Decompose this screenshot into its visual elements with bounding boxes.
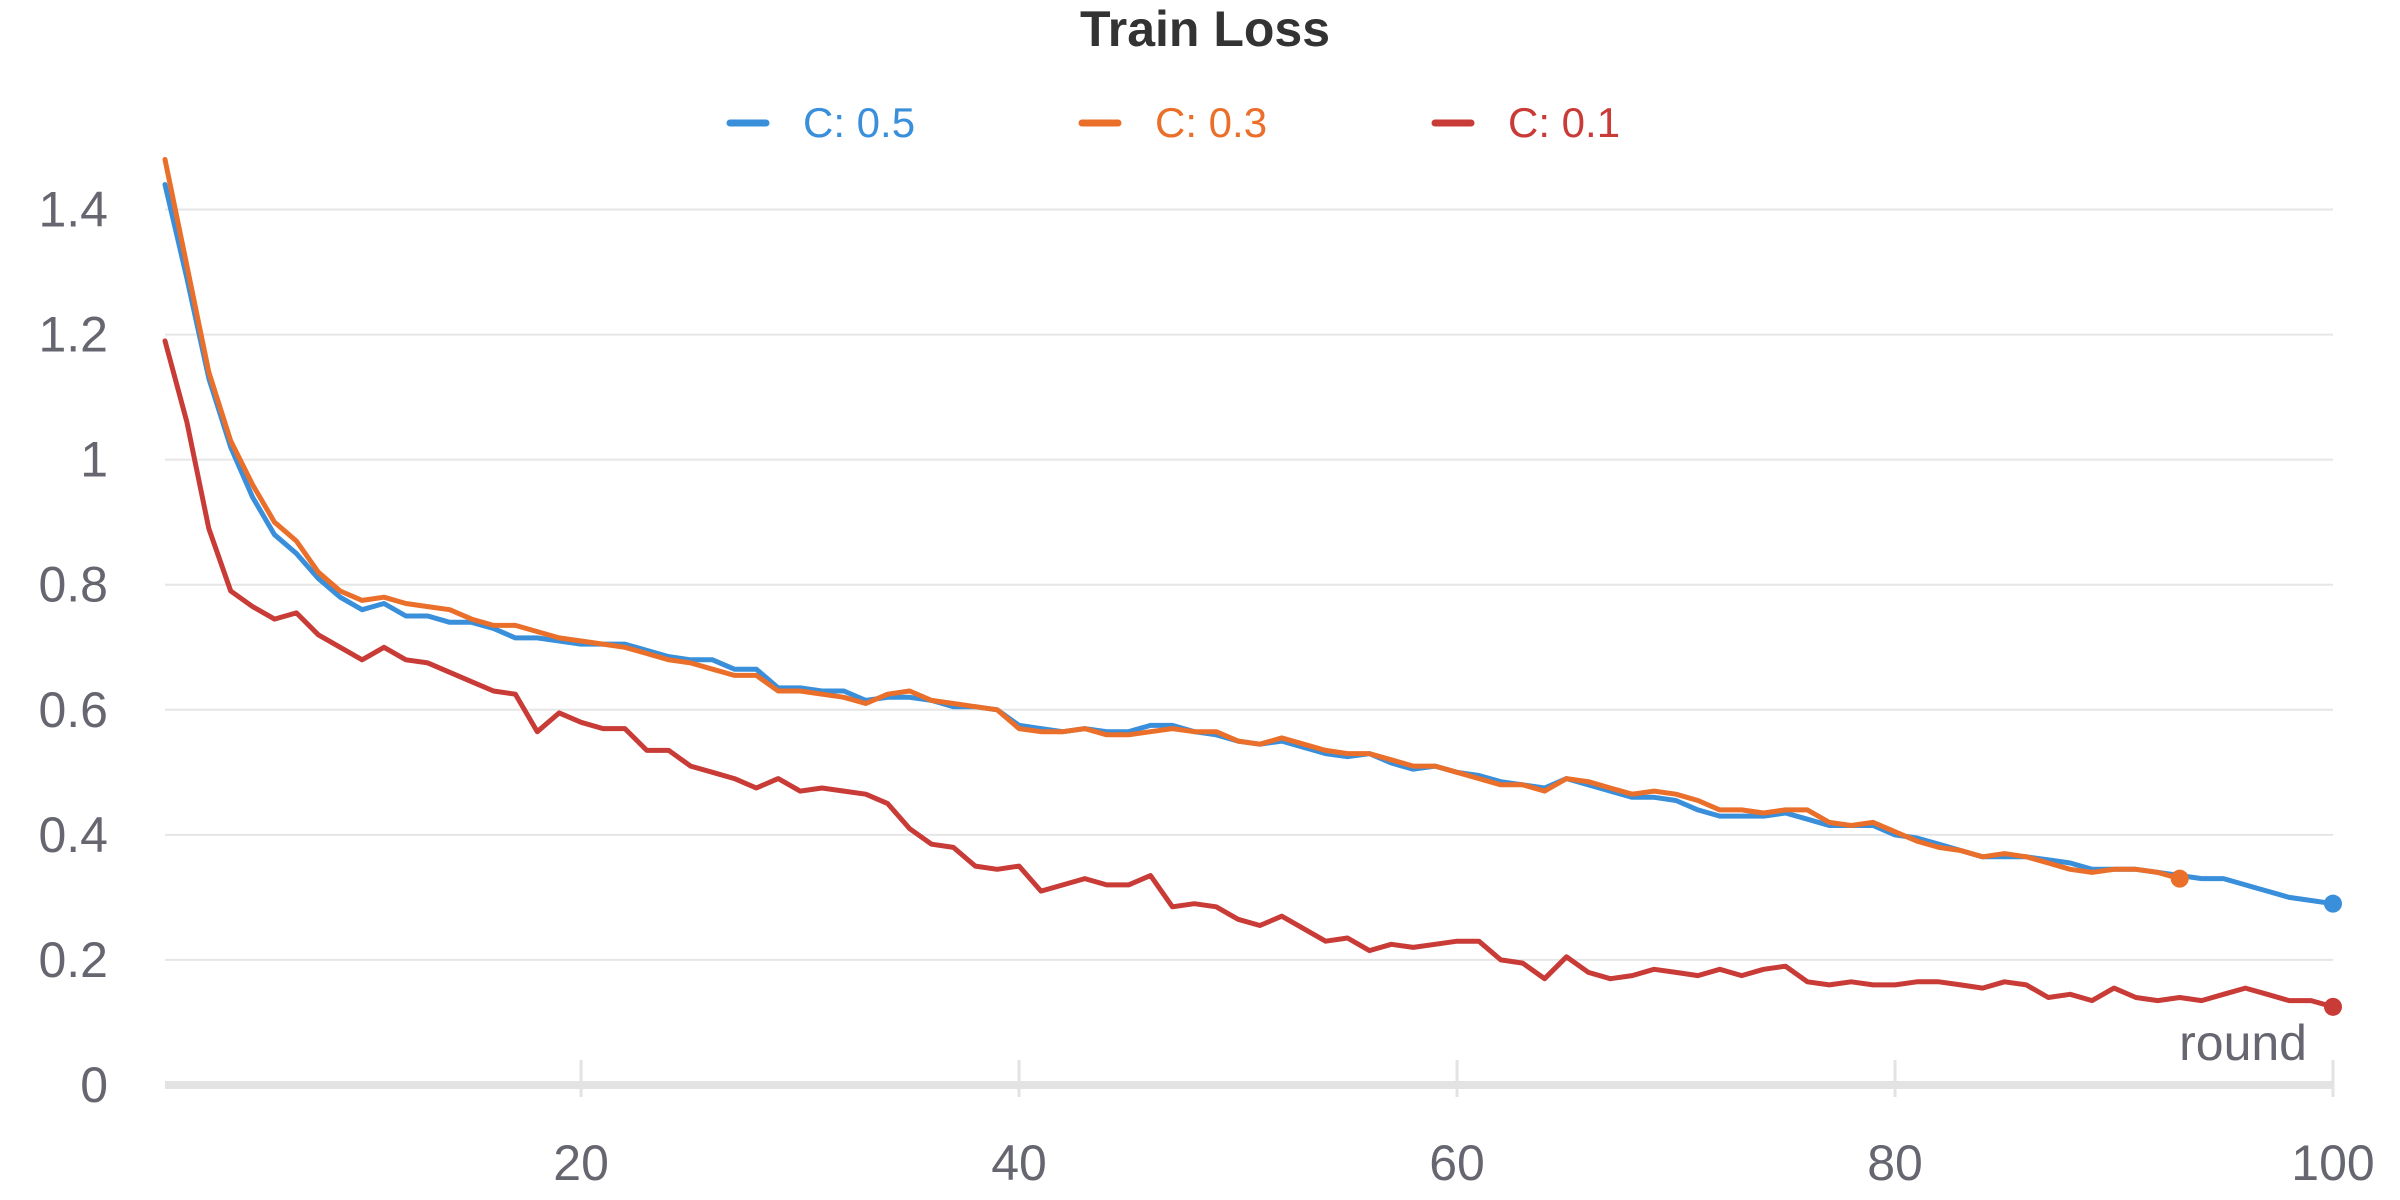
y-tick-label: 0.8 bbox=[38, 557, 108, 613]
y-tick-label: 0.2 bbox=[38, 932, 108, 988]
series-line-c-0-1[interactable] bbox=[162, 338, 2336, 1010]
series-line-c-0-5[interactable] bbox=[162, 182, 2336, 907]
legend-label: C: 0.3 bbox=[1155, 99, 1267, 146]
x-tick-label: 100 bbox=[2291, 1135, 2374, 1191]
x-axis: 20 40 60 80 100 bbox=[165, 1060, 2375, 1191]
legend-label: C: 0.1 bbox=[1508, 99, 1620, 146]
series-group bbox=[162, 157, 2342, 1016]
legend-item[interactable]: C: 0.3 bbox=[1078, 99, 1267, 146]
legend-label: C: 0.5 bbox=[803, 99, 915, 146]
legend-item[interactable]: C: 0.1 bbox=[1431, 99, 1620, 146]
y-tick-label: 0.6 bbox=[38, 682, 108, 738]
x-tick-label: 80 bbox=[1867, 1135, 1923, 1191]
y-grid: 0 0.2 0.4 0.6 0.8 1 1.2 1.4 bbox=[38, 182, 2333, 1113]
x-tick-label: 20 bbox=[553, 1135, 609, 1191]
y-tick-label: 1 bbox=[80, 432, 108, 488]
legend-item[interactable]: C: 0.5 bbox=[726, 99, 915, 146]
chart-title: Train Loss bbox=[1080, 1, 1330, 57]
x-axis-title: round bbox=[2179, 1015, 2307, 1071]
series-line-c-0-3[interactable] bbox=[162, 157, 2183, 882]
series-end-marker[interactable] bbox=[2170, 869, 2189, 888]
legend: C: 0.5 C: 0.3 C: 0.1 bbox=[726, 99, 1620, 146]
series-end-marker[interactable] bbox=[2324, 997, 2342, 1016]
y-tick-label: 1.4 bbox=[38, 182, 108, 238]
y-tick-label: 0.4 bbox=[38, 807, 108, 863]
y-tick-label: 0 bbox=[80, 1057, 108, 1113]
y-tick-label: 1.2 bbox=[38, 307, 108, 363]
series-end-marker[interactable] bbox=[2324, 894, 2342, 913]
x-tick-label: 40 bbox=[991, 1135, 1047, 1191]
x-tick-label: 60 bbox=[1429, 1135, 1485, 1191]
